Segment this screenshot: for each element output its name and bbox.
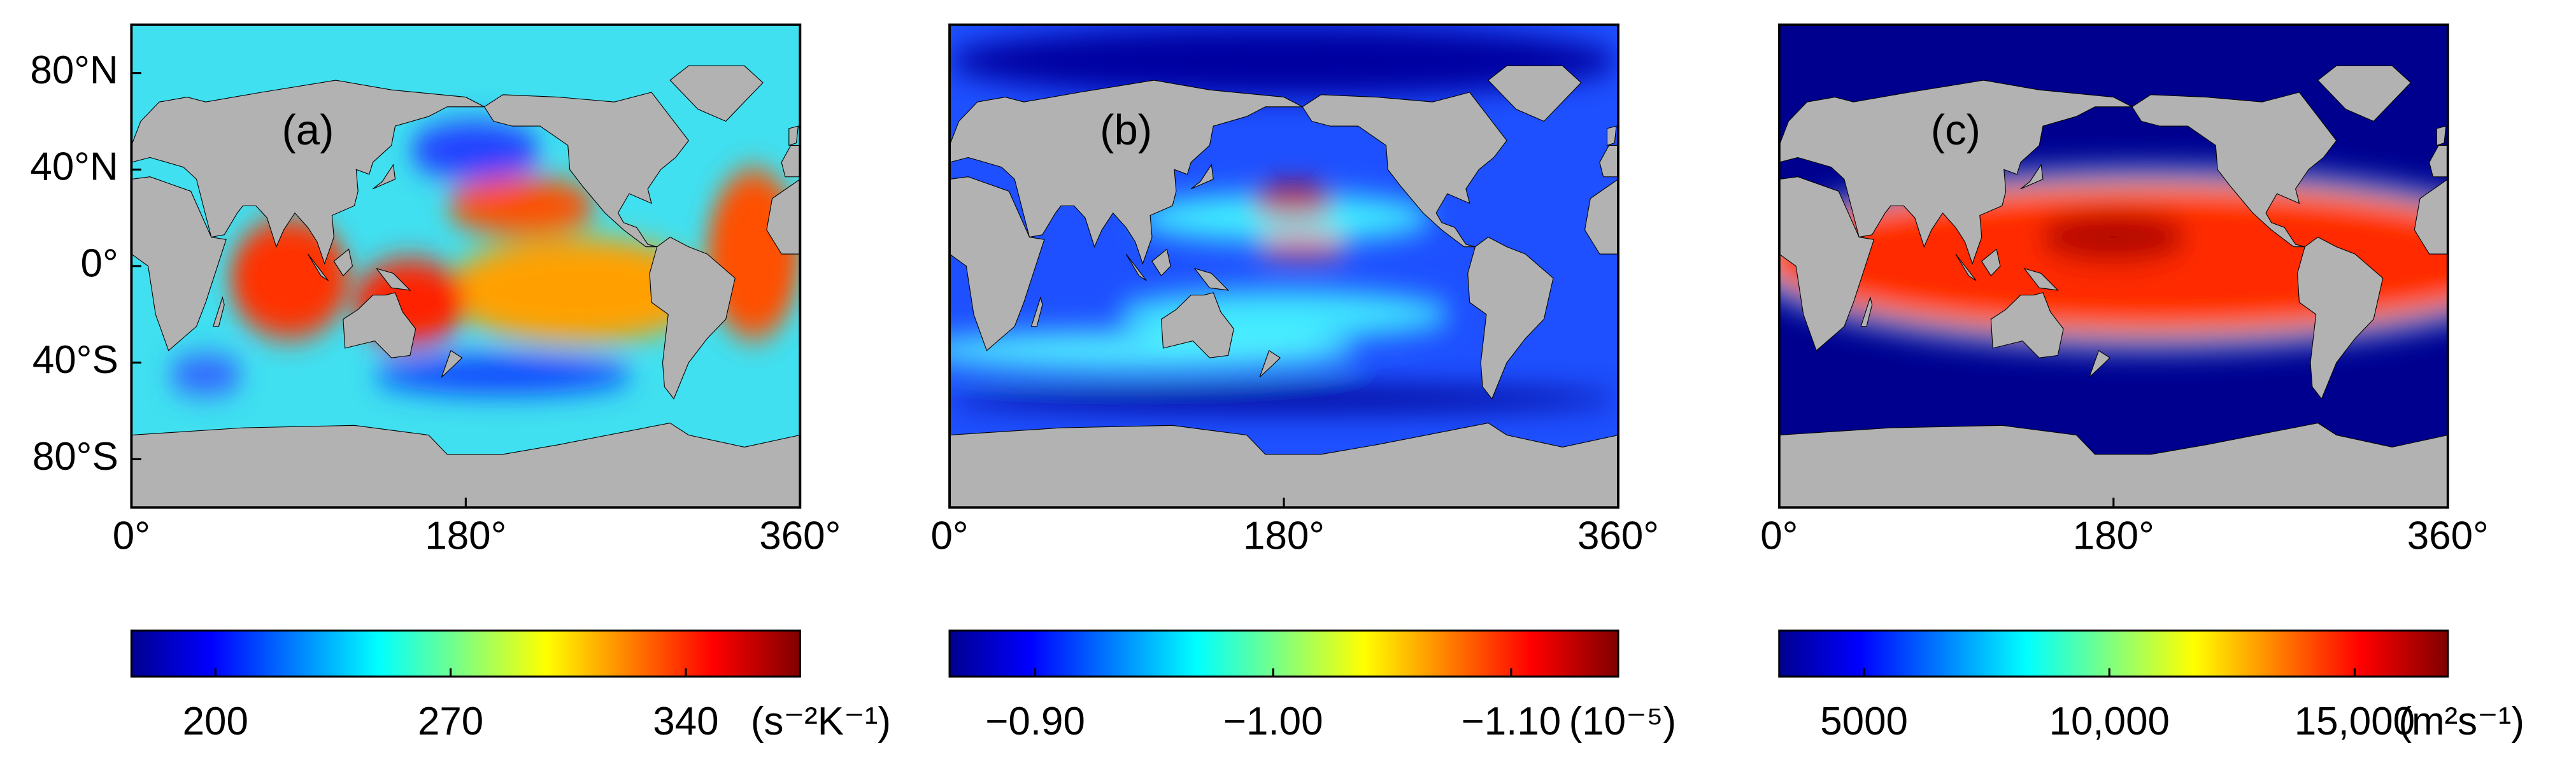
- colorbar-tick-label: 270: [418, 700, 483, 743]
- panel-label: (a): [281, 106, 334, 154]
- colorbar-tick-label: −1.10: [1462, 700, 1562, 743]
- panel-label: (c): [1931, 106, 1981, 154]
- map-panel: [1742, 25, 2559, 507]
- y-tick-label: 80°S: [32, 435, 118, 479]
- colorbar-tick-label: −1.00: [1223, 700, 1323, 743]
- x-tick-label: 180°: [1243, 514, 1325, 558]
- y-tick-label: 40°S: [32, 338, 118, 382]
- colorbar-tick-label: 340: [653, 700, 718, 743]
- y-tick-label: 40°N: [30, 145, 118, 189]
- colorbar-tick-label: 15,000: [2295, 700, 2415, 743]
- x-tick-label: 360°: [2407, 514, 2489, 558]
- map-field: [1742, 25, 2559, 507]
- panel-label: (b): [1100, 106, 1152, 154]
- map-panel: [913, 25, 1618, 507]
- x-tick-label: 180°: [425, 514, 506, 558]
- x-tick-label: 0°: [930, 514, 968, 558]
- y-tick-label: 80°N: [30, 48, 118, 92]
- x-tick-label: 0°: [1760, 514, 1798, 558]
- colorbar: [130, 630, 801, 678]
- x-tick-label: 360°: [759, 514, 841, 558]
- colorbar-tick-label: 200: [183, 700, 248, 743]
- colorbar-unit: (10⁻⁵): [1569, 700, 1676, 743]
- map-field: [913, 25, 1618, 507]
- map-field: [131, 25, 800, 507]
- x-tick-label: 0°: [113, 514, 150, 558]
- map-panel: [131, 25, 800, 507]
- colorbar-unit: (m²s⁻¹): [2398, 700, 2524, 743]
- colorbar-unit: (s⁻²K⁻¹): [751, 700, 891, 743]
- colorbar-tick-label: 5000: [1820, 700, 1908, 743]
- colorbar: [1778, 630, 2449, 678]
- colorbar-tick-label: 10,000: [2049, 700, 2170, 743]
- y-tick-label: 0°: [81, 241, 118, 285]
- colorbar-tick-label: −0.90: [985, 700, 1085, 743]
- colorbar: [948, 630, 1619, 678]
- x-tick-label: 360°: [1577, 514, 1659, 558]
- x-tick-label: 180°: [2073, 514, 2154, 558]
